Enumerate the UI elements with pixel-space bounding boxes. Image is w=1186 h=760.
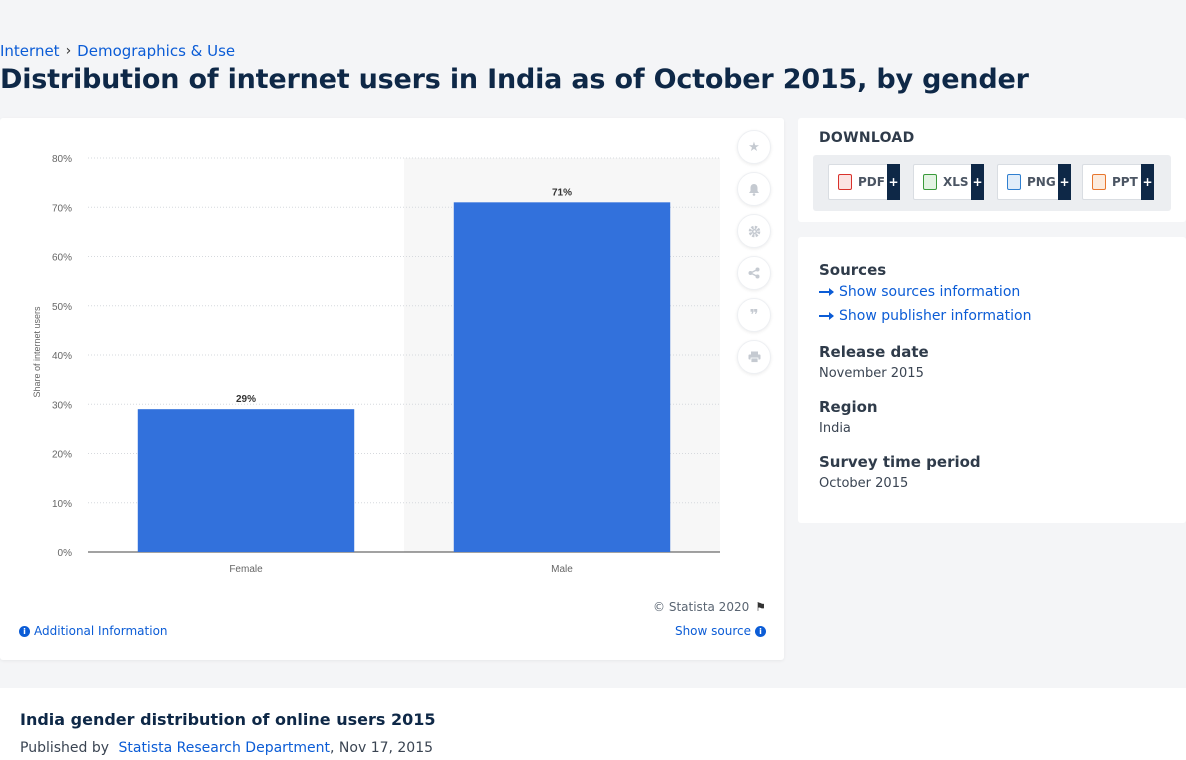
additional-information-link[interactable]: i Additional Information xyxy=(19,624,168,638)
pdf-file-icon xyxy=(838,174,852,190)
published-date: , Nov 17, 2015 xyxy=(330,740,434,756)
share-icon[interactable] xyxy=(737,256,771,290)
statistic-summary: India gender distribution of online user… xyxy=(0,688,1186,760)
release-date-heading: Release date xyxy=(819,343,929,361)
download-card: DOWNLOAD PDF + XLS + PNG + PPT + xyxy=(798,118,1186,222)
print-icon[interactable] xyxy=(737,340,771,374)
y-tick-label: 20% xyxy=(52,450,72,461)
star-icon[interactable]: ★ xyxy=(737,130,771,164)
ppt-file-icon xyxy=(1092,174,1106,190)
y-tick-label: 0% xyxy=(58,548,73,559)
bell-icon[interactable] xyxy=(737,172,771,206)
breadcrumb-separator: › xyxy=(65,43,72,59)
bar-male xyxy=(453,202,671,552)
release-date-value: November 2015 xyxy=(819,366,924,381)
plus-icon: + xyxy=(971,164,984,200)
y-tick-label: 80% xyxy=(52,154,72,165)
plus-icon: + xyxy=(887,164,900,200)
survey-period-heading: Survey time period xyxy=(819,453,981,471)
show-sources-label: Show sources information xyxy=(839,284,1021,300)
y-axis-label: Share of internet users xyxy=(32,306,42,398)
download-ppt-button[interactable]: PPT + xyxy=(1082,164,1154,200)
download-png-button[interactable]: PNG + xyxy=(997,164,1071,200)
breadcrumb-internet[interactable]: Internet xyxy=(0,42,60,60)
download-ppt-label: PPT xyxy=(1112,175,1138,189)
download-bar: PDF + XLS + PNG + PPT + xyxy=(813,155,1171,211)
arrow-right-icon xyxy=(819,288,834,296)
y-tick-label: 70% xyxy=(52,203,72,214)
y-tick-label: 60% xyxy=(52,253,72,264)
show-publisher-label: Show publisher information xyxy=(839,308,1032,324)
bar-chart: 0% 10% 20% 30% 40% 50% 60% 70% 80% Share of inter… xyxy=(32,154,720,575)
download-png-label: PNG xyxy=(1027,175,1056,189)
y-tick-label: 50% xyxy=(52,302,72,313)
gear-icon[interactable] xyxy=(737,214,771,248)
info-icon: i xyxy=(755,625,766,637)
flag-icon[interactable]: ⚑ xyxy=(755,600,766,614)
show-source-label: Show source xyxy=(674,624,751,638)
plus-icon: + xyxy=(1058,164,1071,200)
download-pdf-button[interactable]: PDF + xyxy=(828,164,900,200)
data-label: 29% xyxy=(236,394,256,405)
statistic-details-card: Sources Show sources information Show pu… xyxy=(798,237,1186,523)
breadcrumb-demographics[interactable]: Demographics & Use xyxy=(77,42,236,60)
download-pdf-label: PDF xyxy=(858,175,885,189)
summary-title: India gender distribution of online user… xyxy=(20,710,436,729)
region-heading: Region xyxy=(819,398,878,416)
top-bar xyxy=(0,0,1186,36)
survey-period-value: October 2015 xyxy=(819,476,909,491)
info-icon: i xyxy=(19,625,30,637)
x-tick-label: Female xyxy=(229,564,263,575)
xls-file-icon xyxy=(923,174,937,190)
show-source-link[interactable]: Show source i xyxy=(675,624,766,638)
y-tick-label: 30% xyxy=(52,400,72,411)
download-xls-label: XLS xyxy=(943,175,969,189)
show-sources-link[interactable]: Show sources information xyxy=(819,284,1020,300)
data-label: 71% xyxy=(552,187,572,198)
y-tick-label: 40% xyxy=(52,351,72,362)
download-xls-button[interactable]: XLS + xyxy=(913,164,984,200)
published-by: Published by Statista Research Departmen… xyxy=(20,740,433,756)
arrow-right-icon xyxy=(819,312,834,320)
page-title: Distribution of internet users in India … xyxy=(0,64,1029,95)
chart-credit: © Statista 2020 ⚑ xyxy=(653,600,766,614)
region-value: India xyxy=(819,421,851,436)
breadcrumb: Internet › Demographics & Use xyxy=(0,42,235,60)
sources-heading: Sources xyxy=(819,261,887,279)
bar-female xyxy=(137,409,355,552)
publisher-link[interactable]: Statista Research Department xyxy=(118,740,331,756)
x-tick-label: Male xyxy=(551,564,573,575)
chart-card: 0% 10% 20% 30% 40% 50% 60% 70% 80% Share of inter… xyxy=(0,118,784,660)
additional-information-label: Additional Information xyxy=(34,624,168,638)
chart-tools: ★ ❞ xyxy=(737,130,771,374)
download-title: DOWNLOAD xyxy=(819,130,915,146)
plus-icon: + xyxy=(1141,164,1154,200)
y-tick-label: 10% xyxy=(52,499,72,510)
quote-icon[interactable]: ❞ xyxy=(737,298,771,332)
show-publisher-link[interactable]: Show publisher information xyxy=(819,308,1031,324)
png-file-icon xyxy=(1007,174,1021,190)
credit-text: © Statista 2020 xyxy=(653,600,750,614)
published-prefix: Published by xyxy=(20,740,110,756)
